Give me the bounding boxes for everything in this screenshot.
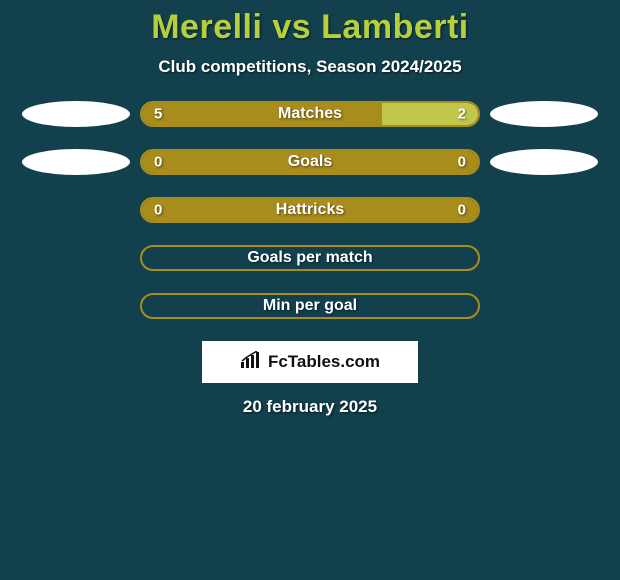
date-label: 20 february 2025 (0, 397, 620, 417)
stat-value-left: 0 (154, 154, 162, 171)
stat-label: Hattricks (276, 201, 344, 219)
player-oval-left (22, 149, 130, 175)
player-oval-right (490, 101, 598, 127)
stat-bar: Min per goal (140, 293, 480, 319)
stat-row: Min per goal (0, 293, 620, 319)
spacer (490, 293, 598, 319)
stat-label: Matches (278, 105, 342, 123)
stat-bar: Goals per match (140, 245, 480, 271)
bar-segment-left (142, 103, 382, 125)
stat-label: Goals (288, 153, 332, 171)
brand-text: FcTables.com (268, 352, 380, 372)
bar-segment-left (142, 151, 310, 173)
spacer (490, 245, 598, 271)
stat-bar: Goals 0 0 (140, 149, 480, 175)
stat-rows: Matches 5 2 Goals 0 0 Hattricks 0 0 Goals per mat… (0, 101, 620, 319)
spacer (22, 293, 130, 319)
stat-row: Hattricks 0 0 (0, 197, 620, 223)
stat-row: Goals per match (0, 245, 620, 271)
player-oval-left (22, 101, 130, 127)
stat-value-right: 0 (458, 202, 466, 219)
brand-badge: FcTables.com (202, 341, 418, 383)
stat-value-right: 0 (458, 154, 466, 171)
bar-segment-right (310, 151, 478, 173)
stat-bar: Matches 5 2 (140, 101, 480, 127)
spacer (22, 245, 130, 271)
stat-label: Goals per match (247, 249, 372, 267)
stat-value-left: 5 (154, 106, 162, 123)
stat-row: Goals 0 0 (0, 149, 620, 175)
spacer (490, 197, 598, 223)
stat-value-left: 0 (154, 202, 162, 219)
spacer (22, 197, 130, 223)
stat-value-right: 2 (458, 106, 466, 123)
chart-icon (240, 351, 262, 374)
page-title: Merelli vs Lamberti (0, 0, 620, 47)
stat-row: Matches 5 2 (0, 101, 620, 127)
player-oval-right (490, 149, 598, 175)
stat-label: Min per goal (263, 297, 357, 315)
page-subtitle: Club competitions, Season 2024/2025 (0, 57, 620, 77)
infographic-canvas: Merelli vs Lamberti Club competitions, S… (0, 0, 620, 580)
stat-bar: Hattricks 0 0 (140, 197, 480, 223)
